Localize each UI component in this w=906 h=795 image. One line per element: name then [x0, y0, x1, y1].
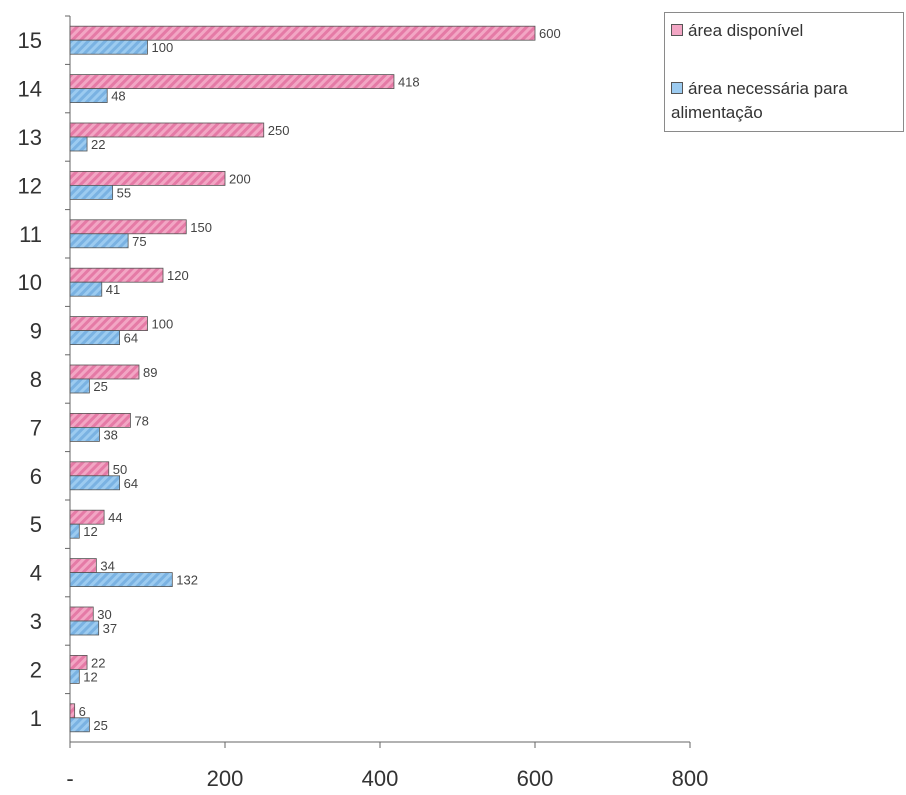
bar-area-necessaria [69, 136, 88, 152]
value-label-area-disponivel: 100 [152, 317, 174, 332]
bar-area-necessaria [69, 233, 129, 249]
value-label-area-necessaria: 38 [103, 427, 117, 442]
category-label: 14 [18, 77, 42, 102]
bar-area-necessaria [69, 572, 173, 587]
value-label-area-disponivel: 150 [190, 220, 212, 235]
bar-area-disponivel [69, 267, 164, 283]
value-label-area-disponivel: 30 [97, 607, 111, 622]
value-label-area-necessaria: 41 [106, 282, 120, 297]
category-label: 8 [30, 367, 42, 392]
bar-area-disponivel [69, 122, 265, 138]
value-label-area-necessaria: 25 [93, 718, 107, 733]
bar-area-necessaria [69, 281, 103, 297]
value-label-area-necessaria: 12 [83, 524, 97, 539]
value-label-area-necessaria: 100 [152, 40, 174, 55]
bar-area-necessaria [69, 88, 108, 103]
category-label: 3 [30, 609, 42, 634]
value-label-area-necessaria: 22 [91, 137, 105, 152]
bar-area-disponivel [69, 412, 131, 428]
value-label-area-necessaria: 37 [103, 621, 117, 636]
bar-area-disponivel [69, 25, 536, 41]
value-label-area-necessaria: 75 [132, 234, 146, 249]
value-label-area-necessaria: 64 [124, 476, 138, 491]
value-label-area-necessaria: 64 [124, 331, 138, 346]
value-label-area-necessaria: 132 [176, 573, 198, 588]
bar-area-disponivel [69, 655, 88, 670]
bar-area-disponivel [69, 461, 110, 477]
legend-item-area-disponivel: área disponível [671, 19, 803, 43]
bar-area-necessaria [69, 717, 90, 733]
category-label: 1 [30, 706, 42, 731]
bar-area-disponivel [69, 219, 187, 235]
value-label-area-necessaria: 25 [93, 379, 107, 394]
value-label-area-disponivel: 6 [79, 704, 86, 719]
category-label: 9 [30, 319, 42, 344]
value-label-area-disponivel: 250 [268, 123, 290, 138]
bar-area-necessaria [69, 39, 148, 55]
value-label-area-disponivel: 600 [539, 26, 561, 41]
x-tick-label: 200 [207, 766, 244, 791]
chart-legend: área disponível área necessária para ali… [664, 12, 904, 132]
category-label: 13 [18, 125, 42, 150]
value-label-area-disponivel: 120 [167, 268, 189, 283]
x-tick-label: 800 [672, 766, 709, 791]
category-label: 4 [30, 561, 42, 586]
bar-area-necessaria [69, 523, 80, 539]
legend-item-area-necessaria: área necessária para alimentação [671, 77, 903, 125]
category-label: 12 [18, 173, 42, 198]
bar-area-disponivel [69, 509, 105, 525]
bar-area-disponivel [69, 364, 140, 380]
value-label-area-disponivel: 34 [100, 559, 114, 574]
legend-label-area-disponivel: área disponível [688, 21, 804, 40]
bar-area-necessaria [69, 669, 80, 684]
x-tick-label: 400 [362, 766, 399, 791]
bar-area-disponivel [69, 558, 97, 573]
x-tick-label: 600 [517, 766, 554, 791]
category-label: 7 [30, 415, 42, 440]
category-label: 2 [30, 657, 42, 682]
category-label: 10 [18, 270, 42, 295]
value-label-area-necessaria: 48 [111, 89, 125, 104]
bar-area-disponivel [69, 703, 76, 719]
bar-area-necessaria [69, 184, 114, 200]
bar-area-disponivel [69, 74, 395, 89]
value-label-area-disponivel: 44 [108, 510, 122, 525]
x-tick-label: - [66, 766, 73, 791]
bar-area-necessaria [69, 426, 100, 442]
value-label-area-necessaria: 12 [83, 669, 97, 684]
category-label: 11 [19, 222, 42, 247]
category-label: 6 [30, 464, 42, 489]
value-label-area-disponivel: 22 [91, 655, 105, 670]
bar-area-necessaria [69, 620, 100, 636]
legend-swatch-pink-icon [671, 24, 683, 36]
value-label-area-disponivel: 50 [113, 462, 127, 477]
bar-area-disponivel [69, 316, 148, 332]
bar-area-necessaria [69, 475, 120, 491]
value-label-area-necessaria: 55 [117, 185, 131, 200]
category-label: 5 [30, 512, 42, 537]
bar-area-disponivel [69, 606, 94, 622]
category-label: 15 [18, 28, 42, 53]
value-label-area-disponivel: 200 [229, 171, 251, 186]
value-label-area-disponivel: 418 [398, 75, 420, 90]
value-label-area-disponivel: 89 [143, 365, 157, 380]
value-label-area-disponivel: 78 [134, 413, 148, 428]
legend-swatch-blue-icon [671, 82, 683, 94]
legend-label-area-necessaria: área necessária para alimentação [671, 79, 848, 122]
bar-area-necessaria [69, 378, 90, 394]
bar-area-necessaria [69, 330, 120, 346]
bar-area-disponivel [69, 170, 226, 186]
